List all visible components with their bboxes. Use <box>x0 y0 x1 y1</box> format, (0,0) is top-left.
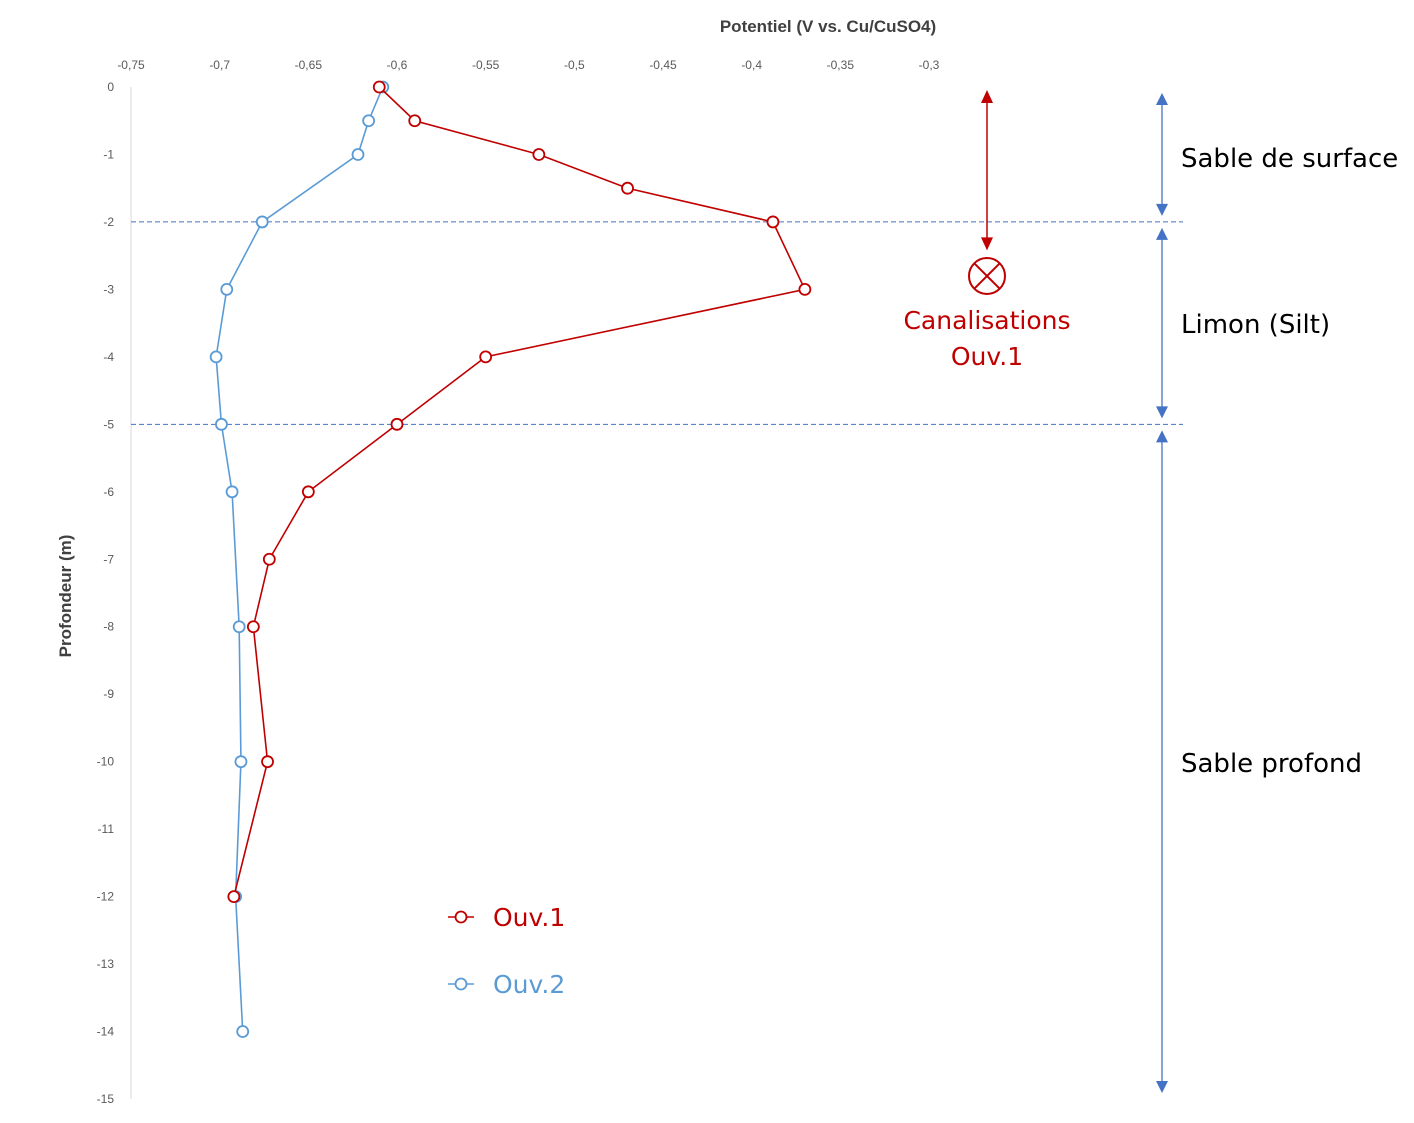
data-point <box>246 620 260 634</box>
data-point <box>234 755 248 769</box>
data-point <box>236 1025 250 1038</box>
series-layer <box>209 80 812 1038</box>
y-tick-label: -4 <box>103 350 114 364</box>
data-point <box>390 417 404 431</box>
x-tick-label: -0,6 <box>387 58 408 72</box>
arrowhead-down-icon <box>981 237 993 251</box>
y-tick-label: -9 <box>103 687 114 701</box>
y-tick-label: -12 <box>97 890 115 904</box>
data-point <box>351 148 365 161</box>
y-tick-label: -1 <box>103 147 114 161</box>
legend-marker-icon <box>454 977 468 991</box>
data-point <box>225 485 239 499</box>
y-tick-label: -15 <box>97 1092 115 1106</box>
circled-x-icon <box>968 257 1006 295</box>
x-tick-label: -0,3 <box>919 58 940 72</box>
y-tick-label: -3 <box>103 282 114 296</box>
arrowhead-down-icon <box>1156 203 1168 216</box>
y-tick-label: -7 <box>103 552 114 566</box>
legend: Ouv.1 Ouv.2 <box>448 903 565 999</box>
arrowhead-up-icon <box>1156 93 1168 105</box>
x-tick-label: -0,55 <box>472 58 500 72</box>
zone-label: Sable profond <box>1181 749 1362 779</box>
y-tick-label: -14 <box>97 1025 115 1039</box>
data-point <box>301 485 315 499</box>
legend-item: Ouv.1 <box>448 903 565 932</box>
series-line <box>233 86 807 897</box>
y-tick-label: -5 <box>103 417 114 431</box>
reference-lines <box>131 221 1183 425</box>
arrowhead-down-icon <box>1156 406 1168 419</box>
arrowhead-up-icon <box>1156 227 1168 240</box>
x-axis-ticks: -0,75 -0,7 -0,65 -0,6 -0,55 -0,5 -0,45 -0,4 -0,3… <box>117 58 939 72</box>
y-tick-label: -13 <box>97 957 115 971</box>
data-point <box>479 350 493 364</box>
data-point <box>262 552 276 566</box>
series-ouv-1 <box>227 80 812 903</box>
data-point <box>362 114 376 128</box>
legend-item: Ouv.2 <box>448 970 565 999</box>
zone-limon-silt-: Limon (Silt) <box>1156 227 1330 419</box>
data-point <box>232 620 246 634</box>
data-point <box>408 114 422 128</box>
y-tick-label: -11 <box>98 822 115 836</box>
x-tick-label: -0,35 <box>827 58 855 72</box>
arrowhead-up-icon <box>981 90 993 103</box>
legend-label: Ouv.2 <box>493 970 565 999</box>
x-tick-label: -0,5 <box>564 58 585 72</box>
arrowhead-down-icon <box>1156 1081 1168 1093</box>
data-point <box>209 350 223 364</box>
soil-zones: Sable de surface Limon (Silt) Sable profon… <box>1156 93 1398 1093</box>
y-axis-ticks: 0 -1 -2 -3 -4 -5 -6 -7 -8 -9 -10 -11 -12 -13 -14 -15 <box>97 80 115 1106</box>
annotation-line-2: Ouv.1 <box>951 342 1023 371</box>
x-tick-label: -0,4 <box>741 58 762 72</box>
zone-sable-de-surface: Sable de surface <box>1156 93 1398 216</box>
zone-label: Sable de surface <box>1181 144 1398 174</box>
data-point <box>255 215 269 229</box>
y-tick-label: -8 <box>103 620 114 634</box>
x-tick-label: -0,75 <box>117 58 145 72</box>
data-point <box>215 417 228 431</box>
annotation-line-1: Canalisations <box>903 306 1070 335</box>
data-point <box>261 755 274 769</box>
zone-sable-profond: Sable profond <box>1156 430 1362 1093</box>
y-tick-label: -10 <box>97 755 115 769</box>
pipe-annotation: Canalisations Ouv.1 <box>903 90 1071 371</box>
x-axis-title: Potentiel (V vs. Cu/CuSO4) <box>720 17 936 36</box>
zone-label: Limon (Silt) <box>1181 310 1330 340</box>
circled-x-stroke <box>973 262 1001 290</box>
x-tick-label: -0,65 <box>295 58 323 72</box>
data-point <box>372 80 386 94</box>
legend-marker-icon <box>454 910 468 924</box>
series-line <box>215 86 384 1032</box>
y-tick-label: -2 <box>103 215 114 229</box>
y-tick-label: -6 <box>103 485 114 499</box>
x-tick-label: -0,45 <box>649 58 677 72</box>
data-point <box>766 215 780 229</box>
data-point <box>227 890 241 903</box>
y-axis-title: Profondeur (m) <box>56 535 75 658</box>
arrowhead-up-icon <box>1156 430 1168 443</box>
circled-x-ring <box>968 257 1006 295</box>
data-point <box>532 148 546 161</box>
y-tick-label: 0 <box>107 80 114 94</box>
data-point <box>621 181 634 195</box>
x-tick-label: -0,7 <box>209 58 230 72</box>
series-ouv-2 <box>209 80 390 1038</box>
data-point <box>220 282 234 296</box>
data-point <box>798 282 812 296</box>
legend-label: Ouv.1 <box>493 903 565 932</box>
